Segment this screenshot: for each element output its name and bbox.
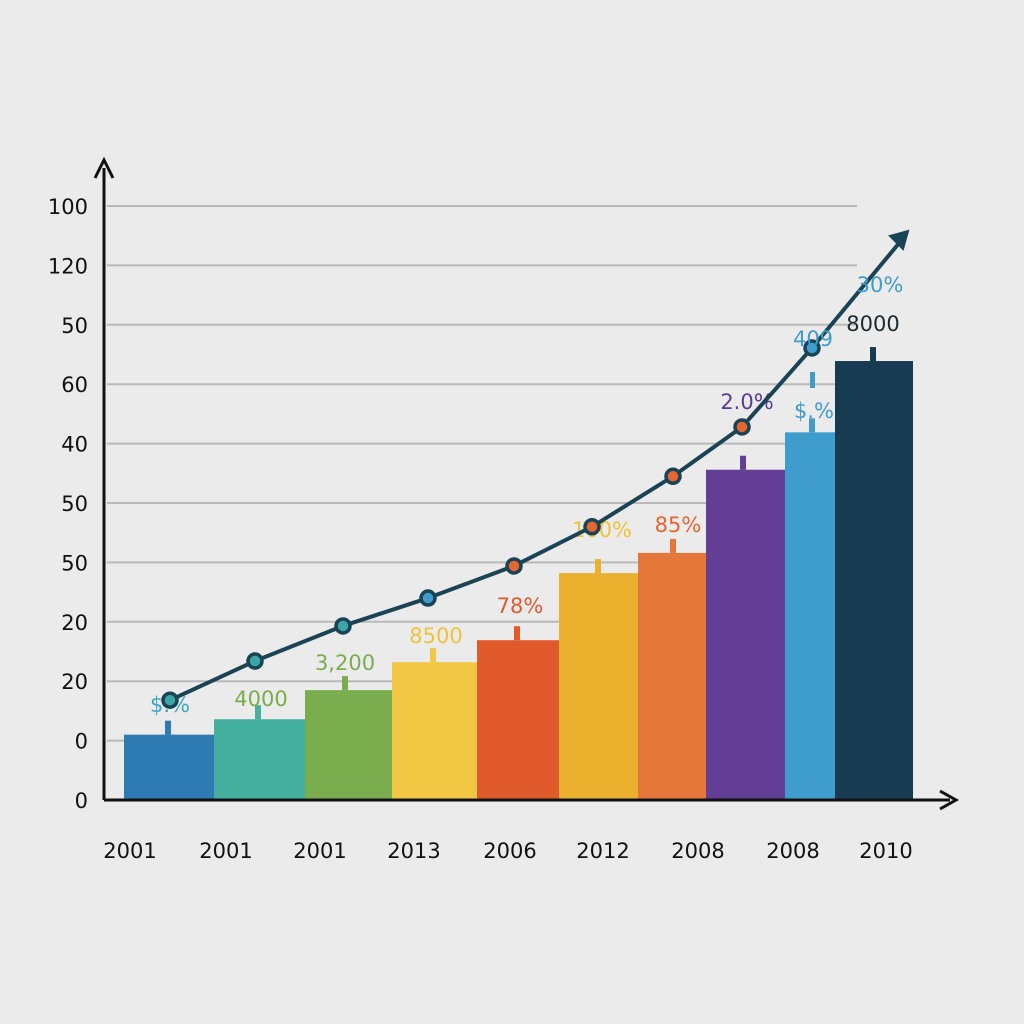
y-tick-label: 60 (61, 373, 88, 397)
bar (785, 432, 835, 800)
error-cap (165, 720, 171, 735)
error-cap (255, 705, 261, 720)
error-cap (870, 347, 876, 362)
annotation-label: 30% (857, 273, 904, 297)
x-tick-label: 2001 (103, 839, 156, 863)
error-cap (670, 538, 676, 553)
x-tick-label: 2013 (387, 839, 440, 863)
bar (835, 361, 913, 800)
data-label: 4000 (234, 687, 287, 711)
bar (124, 734, 214, 800)
bar (392, 662, 477, 800)
trend-point (334, 617, 352, 635)
y-tick-label: 20 (61, 611, 88, 635)
y-axis-arrow-icon (93, 156, 115, 179)
bar (706, 469, 785, 800)
x-tick-label: 2001 (199, 839, 252, 863)
trend-arrow-icon (888, 229, 910, 251)
trend-point (505, 557, 523, 575)
trend-line (169, 240, 902, 703)
error-cap (430, 648, 436, 663)
bar (559, 573, 638, 800)
error-cap (740, 455, 746, 470)
y-tick-label: 120 (48, 254, 88, 278)
error-cap (809, 418, 815, 433)
bar (638, 552, 706, 800)
data-label: 8000 (846, 312, 899, 336)
error-cap (810, 372, 815, 388)
trend-point (733, 418, 751, 436)
y-tick-label: 20 (61, 670, 88, 694)
data-label: $.% (794, 399, 834, 423)
x-tick-label: 2008 (766, 839, 819, 863)
y-tick-label: 50 (61, 314, 88, 338)
annotation-label: 409 (793, 327, 833, 351)
data-label: 78% (497, 594, 544, 618)
bar (305, 690, 392, 800)
y-tick-label: 40 (61, 433, 88, 457)
error-cap (342, 676, 348, 691)
trend-point (664, 467, 682, 486)
bar (214, 719, 305, 800)
bar (477, 640, 559, 800)
data-label: 85% (655, 513, 702, 537)
y-tick-label: 50 (61, 551, 88, 575)
trend-point (161, 691, 179, 709)
y-tick-label: 0 (75, 730, 88, 754)
data-label: 3,200 (315, 651, 375, 675)
data-label: 8500 (409, 624, 462, 648)
x-tick-label: 2012 (576, 839, 629, 863)
trend-point (583, 518, 601, 536)
error-cap (595, 559, 601, 574)
x-tick-label: 2010 (859, 839, 912, 863)
x-tick-label: 2001 (293, 839, 346, 863)
error-cap (514, 626, 520, 641)
y-tick-label: 50 (61, 492, 88, 516)
trend-point (246, 652, 264, 670)
trend-point (419, 589, 437, 607)
y-tick-label: 0 (75, 789, 88, 813)
x-axis-arrow-icon (939, 789, 960, 811)
y-tick-label: 100 (48, 195, 88, 219)
x-tick-label: 2006 (483, 839, 536, 863)
trend-point (803, 339, 821, 357)
x-tick-label: 2008 (671, 839, 724, 863)
